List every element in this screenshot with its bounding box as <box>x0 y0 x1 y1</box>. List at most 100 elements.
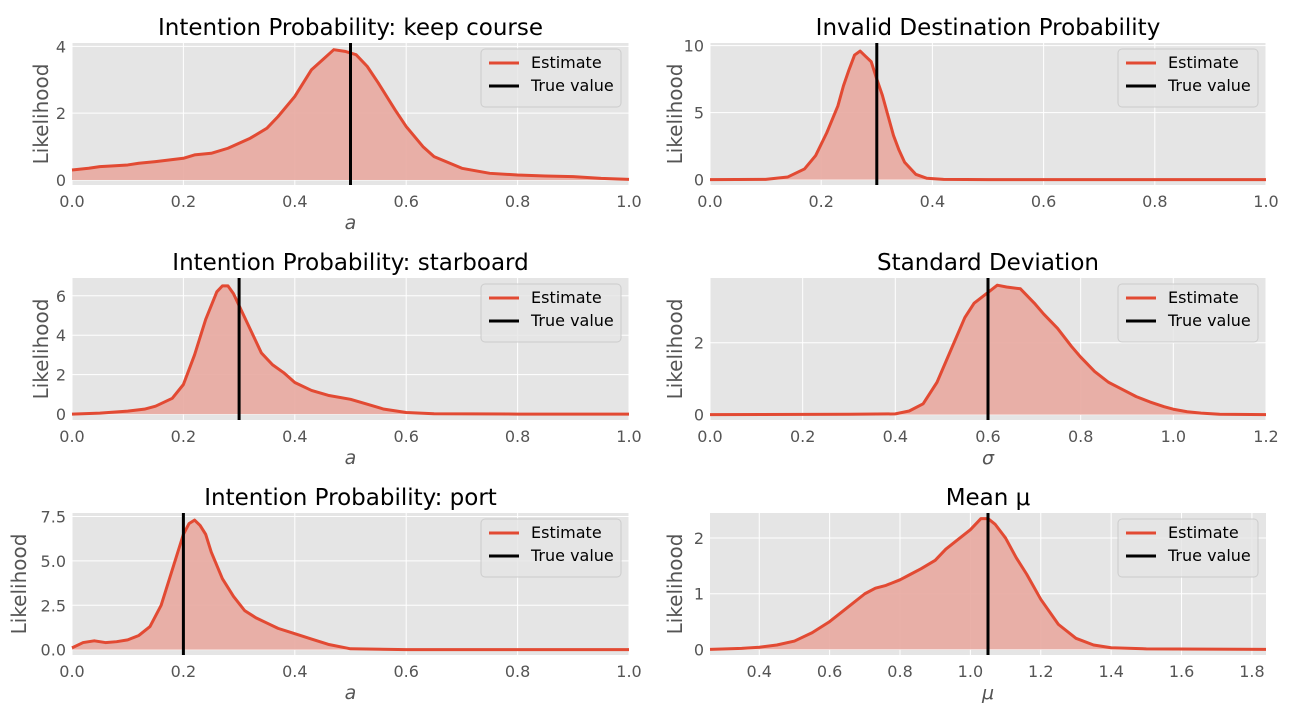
estimate-line <box>709 517 1267 651</box>
y-axis-label: Likelihood <box>663 299 687 400</box>
chart-title: Mean μ <box>946 485 1031 511</box>
x-tick-label: 0.6 <box>393 192 418 211</box>
chart-panel-5: 0.0 0.2 0.4 0.6 0.8 1.0 0.0 2.5 5.0 7.5 Intention … <box>7 485 642 704</box>
legend: Estimate True value <box>1117 48 1259 108</box>
legend: Estimate True value <box>480 283 622 343</box>
y-tick-label: 5.0 <box>41 552 66 571</box>
x-tick-label: 0.4 <box>920 192 945 211</box>
y-tick-label: 2 <box>56 366 66 385</box>
x-tick-label: 0.4 <box>747 662 772 681</box>
chart-panel-3: 0.0 0.2 0.4 0.6 0.8 1.0 0 2 4 6 Intention Probabil… <box>29 250 642 469</box>
legend: Estimate True value <box>1117 283 1259 343</box>
x-tick-label: 0.4 <box>282 662 307 681</box>
x-tick-label: 1.2 <box>1028 662 1053 681</box>
y-tick-label: 0 <box>694 406 704 425</box>
chart-title: Invalid Destination Probability <box>816 15 1161 41</box>
x-tick-label: 0.0 <box>59 427 84 446</box>
estimate-line <box>71 48 630 181</box>
y-tick-label: 1 <box>694 585 704 604</box>
y-tick-label: 10 <box>684 37 704 56</box>
chart-title: Intention Probability: starboard <box>172 250 528 276</box>
legend-true-label: True value <box>1167 311 1251 330</box>
x-tick-label: 0.2 <box>808 192 833 211</box>
y-tick-label: 5 <box>694 104 704 123</box>
y-axis-label: Likelihood <box>663 534 687 635</box>
x-axis-label: a <box>345 682 357 704</box>
x-tick-label: 0.8 <box>505 192 530 211</box>
legend-estimate-label: Estimate <box>1168 523 1239 542</box>
legend-true-label: True value <box>530 546 614 565</box>
x-axis-label: μ <box>981 682 994 704</box>
x-tick-label: 0.0 <box>697 427 722 446</box>
y-tick-label: 7.5 <box>41 508 66 527</box>
x-tick-label: 1.0 <box>1253 192 1278 211</box>
x-tick-label: 0.8 <box>1142 192 1167 211</box>
y-tick-label: 4 <box>56 326 66 345</box>
x-tick-label: 0.8 <box>887 662 912 681</box>
x-tick-label: 1.8 <box>1239 662 1264 681</box>
y-axis-label: Likelihood <box>663 64 687 165</box>
x-tick-label: 0.6 <box>817 662 842 681</box>
legend-estimate-label: Estimate <box>1168 288 1239 307</box>
x-tick-label: 0.8 <box>1068 427 1093 446</box>
estimate-line <box>709 49 1266 182</box>
x-tick-label: 0.6 <box>393 427 418 446</box>
y-tick-label: 0 <box>56 171 66 190</box>
x-tick-label: 0.6 <box>975 427 1000 446</box>
x-tick-label: 0.4 <box>883 427 908 446</box>
legend-true-label: True value <box>1167 76 1251 95</box>
chart-title: Intention Probability: keep course <box>158 15 543 41</box>
y-tick-label: 2 <box>694 529 704 548</box>
y-tick-label: 0 <box>694 171 704 190</box>
x-tick-label: 0.6 <box>393 662 418 681</box>
y-tick-label: 4 <box>56 37 66 56</box>
y-tick-label: 0 <box>694 640 704 659</box>
y-axis-label: Likelihood <box>29 299 53 400</box>
legend-estimate-label: Estimate <box>531 523 602 542</box>
y-tick-label: 2 <box>56 104 66 123</box>
legend: Estimate True value <box>480 48 622 108</box>
legend-estimate-label: Estimate <box>1168 53 1239 72</box>
chart-panel-6: 0.4 0.6 0.8 1.0 1.2 1.4 1.6 1.8 0 1 2 Mean μ μ Likeli… <box>663 485 1267 704</box>
x-tick-label: 0.6 <box>1031 192 1056 211</box>
estimate-area <box>72 285 629 415</box>
estimate-line <box>71 518 629 652</box>
y-tick-label: 0 <box>56 405 66 424</box>
x-tick-label: 1.0 <box>616 192 641 211</box>
x-tick-label: 0.0 <box>697 192 722 211</box>
x-tick-label: 0.2 <box>171 192 196 211</box>
y-tick-label: 6 <box>56 287 66 306</box>
estimate-line <box>709 283 1267 417</box>
y-tick-label: 2.5 <box>41 596 66 615</box>
x-tick-label: 0.2 <box>790 427 815 446</box>
x-tick-label: 0.2 <box>171 662 196 681</box>
legend-estimate-label: Estimate <box>531 53 602 72</box>
legend-true-label: True value <box>530 311 614 330</box>
x-tick-label: 1.0 <box>616 662 641 681</box>
chart-title: Intention Probability: port <box>204 485 497 511</box>
legend-estimate-label: Estimate <box>531 288 602 307</box>
x-tick-label: 0.0 <box>59 192 84 211</box>
x-axis-label: σ <box>982 447 995 469</box>
x-axis-label: a <box>345 447 357 469</box>
x-tick-label: 1.6 <box>1169 662 1194 681</box>
x-tick-label: 1.2 <box>1253 427 1278 446</box>
y-tick-label: 2 <box>694 334 704 353</box>
x-tick-label: 0.2 <box>171 427 196 446</box>
x-tick-label: 0.4 <box>282 427 307 446</box>
legend-true-label: True value <box>530 76 614 95</box>
x-tick-label: 0.8 <box>505 662 530 681</box>
legend: Estimate True value <box>480 518 622 578</box>
x-tick-label: 1.0 <box>1161 427 1186 446</box>
estimate-area <box>710 51 1266 180</box>
chart-panel-2: 0.0 0.2 0.4 0.6 0.8 1.0 0 5 10 Invalid Destinatio… <box>663 15 1279 211</box>
y-tick-label: 0.0 <box>41 641 66 660</box>
chart-panel-4: 0.0 0.2 0.4 0.6 0.8 1.0 1.2 0 2 Standard Deviatio… <box>663 250 1279 469</box>
x-tick-label: 1.4 <box>1098 662 1123 681</box>
x-tick-label: 0.8 <box>505 427 530 446</box>
y-axis-label: Likelihood <box>7 534 31 635</box>
x-axis-label: a <box>345 212 357 234</box>
legend-true-label: True value <box>1167 546 1251 565</box>
chart-panel-1: 0.0 0.2 0.4 0.6 0.8 1.0 0 2 4 Intention Probabili… <box>29 15 642 234</box>
